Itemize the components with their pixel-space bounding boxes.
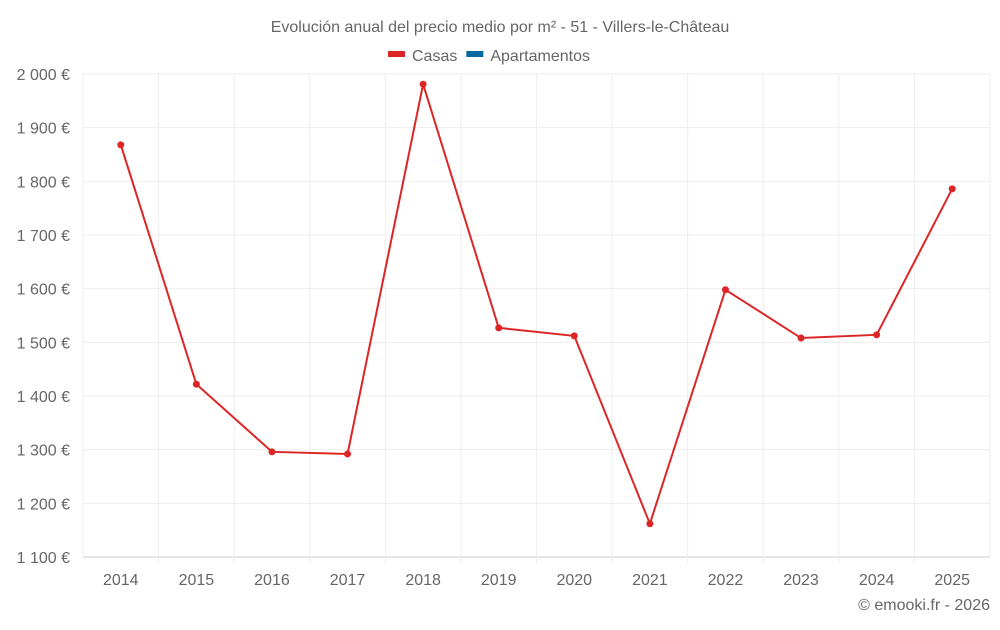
y-tick-label: 1 200 €: [17, 496, 70, 513]
x-tick-label: 2023: [783, 572, 819, 589]
series-line-casas: [119, 83, 954, 527]
data-point-2022: [721, 286, 729, 294]
y-tick-label: 1 800 €: [17, 174, 70, 191]
x-tick-label: 2024: [859, 572, 895, 589]
x-tick-label: 2014: [103, 572, 139, 589]
data-point-2016: [268, 448, 276, 456]
y-tick-label: 1 700 €: [17, 228, 70, 245]
y-tick-label: 1 600 €: [17, 282, 70, 299]
y-tick-label: 1 900 €: [17, 121, 70, 138]
x-tick-label: 2016: [254, 572, 290, 589]
y-tick-label: 1 400 €: [17, 389, 70, 406]
y-tick-label: 2 000 €: [17, 67, 70, 84]
y-tick-label: 1 100 €: [17, 550, 70, 567]
chart-title: Evolución anual del precio medio por m² …: [271, 19, 730, 36]
data-point-2018: [419, 80, 427, 88]
legend-swatch: [466, 51, 484, 57]
data-point-2017: [344, 450, 352, 458]
x-tick-label: 2021: [632, 572, 668, 589]
credit: © emooki.fr - 2026: [858, 597, 990, 614]
x-tick-label: 2019: [481, 572, 517, 589]
data-point-2019: [495, 324, 503, 332]
x-tick-label: 2018: [405, 572, 441, 589]
x-tick-label: 2025: [934, 572, 970, 589]
x-tick-label: 2017: [330, 572, 366, 589]
x-tick-label: 2015: [179, 572, 215, 589]
x-tick-label: 2020: [556, 572, 592, 589]
legend-item-apartamentos[interactable]: Apartamentos: [466, 48, 590, 65]
data-point-2020: [570, 332, 578, 340]
legend-swatch: [388, 51, 405, 57]
data-point-2021: [646, 520, 654, 528]
legend-label: Apartamentos: [490, 48, 590, 65]
data-point-2023: [797, 334, 805, 342]
data-point-2015: [192, 380, 200, 388]
series: [117, 80, 956, 528]
y-tick-label: 1 300 €: [17, 443, 70, 460]
legend-item-casas[interactable]: Casas: [388, 48, 457, 65]
legend[interactable]: Casas Apartamentos: [388, 48, 590, 65]
axes: 1 100 € 1 200 € 1 300 € 1 400 € 1 500 € 1 600…: [17, 67, 970, 589]
x-tick-label: 2022: [708, 572, 744, 589]
y-tick-label: 1 500 €: [17, 335, 70, 352]
data-point-2024: [873, 331, 881, 339]
data-point-2025: [948, 185, 956, 193]
legend-label: Casas: [412, 48, 457, 65]
data-point-2014: [117, 141, 125, 149]
grid: [82, 73, 991, 563]
